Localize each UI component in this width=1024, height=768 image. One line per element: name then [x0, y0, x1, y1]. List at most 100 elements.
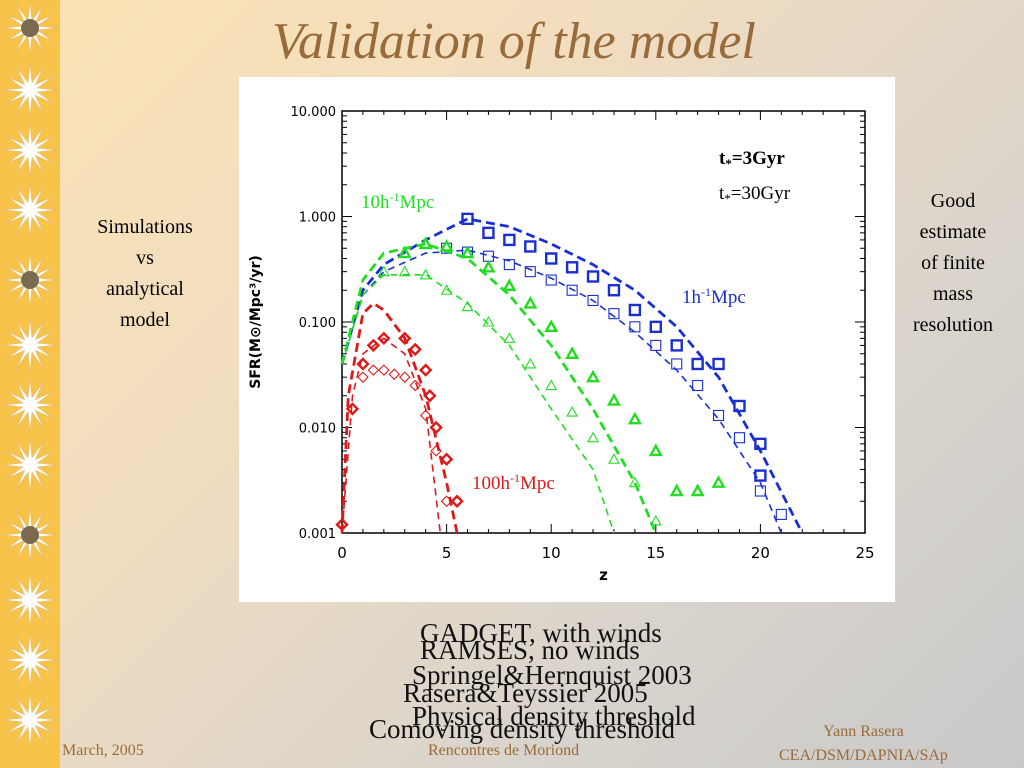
footer-conference: Rencontres de Moriond	[428, 742, 580, 759]
footer-author-name: Yann Rasera	[823, 723, 904, 740]
data-point-30gyr	[733, 432, 746, 444]
x-tick-label: 15	[646, 544, 665, 562]
data-point-30gyr	[440, 495, 453, 508]
data-point-3gyr	[627, 411, 642, 425]
data-point-30gyr	[608, 453, 620, 464]
sun-icon-column	[1, 0, 59, 749]
model-curve-30gyr	[341, 274, 615, 534]
data-point-3gyr	[418, 236, 433, 250]
data-point-3gyr	[690, 483, 705, 497]
sun-face	[21, 271, 39, 289]
data-point-30gyr	[461, 300, 474, 312]
data-point-3gyr	[439, 238, 454, 252]
data-point-30gyr	[357, 371, 369, 383]
data-point-30gyr	[419, 268, 432, 280]
y-tick-label: 10.000	[291, 105, 337, 120]
sun-icon	[1, 0, 59, 57]
caption-physical-threshold: Physical density threshold	[412, 701, 696, 731]
y-tick-label: 0.001	[299, 527, 336, 542]
sun-icon	[1, 631, 59, 689]
data-point-30gyr	[650, 339, 662, 351]
series-square	[340, 212, 804, 534]
data-point-3gyr	[607, 284, 621, 297]
data-point-30gyr	[649, 514, 662, 526]
data-point-30gyr	[377, 265, 390, 277]
decorative-sidebar	[0, 0, 60, 768]
data-point-3gyr	[565, 261, 579, 274]
x-tick-label: 5	[442, 544, 452, 562]
data-point-3gyr	[335, 517, 349, 532]
sun-icon	[1, 506, 59, 564]
slide-title: Validation of the model	[272, 13, 756, 70]
data-point-30gyr	[430, 445, 442, 457]
data-point-3gyr	[502, 278, 517, 292]
right-note-line: Good	[930, 190, 976, 212]
data-point-3gyr	[733, 399, 746, 413]
data-point-3gyr	[670, 339, 683, 352]
data-point-30gyr	[398, 265, 411, 277]
legend-entry: t*=30Gyr	[719, 183, 791, 206]
data-point-30gyr	[629, 321, 641, 333]
caption-ramses: RAMSES, no winds	[420, 635, 640, 665]
data-point-3gyr	[649, 320, 662, 334]
left-note-line: analytical	[106, 278, 184, 300]
y-tick-label: 0.010	[299, 422, 336, 437]
sun-ray	[1, 121, 59, 179]
data-point-3gyr	[565, 346, 580, 359]
sun-ray	[1, 181, 59, 239]
box-size-label: 100h-1Mpc	[472, 471, 555, 494]
data-point-3gyr	[481, 259, 496, 273]
sun-ray	[1, 691, 59, 749]
x-tick-label: 10	[542, 544, 561, 562]
sun-ray	[1, 436, 59, 494]
data-point-30gyr	[503, 259, 515, 271]
data-point-30gyr	[378, 364, 390, 376]
data-point-3gyr	[545, 252, 558, 265]
y-axis-label: SFR(M⊙/Mpc³/yr)	[248, 255, 264, 389]
data-point-3gyr	[482, 226, 495, 240]
data-point-3gyr	[669, 483, 684, 497]
y-tick-label: 1.000	[299, 211, 336, 226]
right-note: Good estimate of finite mass resolution	[898, 186, 1008, 341]
data-point-3gyr	[345, 402, 360, 416]
data-point-3gyr	[418, 363, 433, 377]
data-point-3gyr	[691, 357, 704, 371]
right-note-line: of finite	[921, 252, 985, 274]
caption-rasera: Rasera&Teyssier 2005	[403, 678, 648, 708]
data-point-30gyr	[587, 294, 599, 307]
data-point-3gyr	[712, 357, 725, 371]
data-point-3gyr	[606, 393, 621, 406]
sun-icon	[1, 436, 59, 494]
left-note-line: Simulations	[97, 216, 193, 238]
data-point-30gyr	[440, 284, 453, 295]
data-point-3gyr	[544, 319, 559, 333]
footer-author: Yann Rasera CEA/DSM/DAPNIA/SAp	[779, 720, 948, 768]
plot-frame	[341, 110, 866, 534]
data-point-30gyr	[587, 431, 599, 443]
model-curve-30gyr	[341, 337, 442, 534]
caption-gadget: GADGET, with winds	[420, 618, 662, 648]
data-point-30gyr	[775, 508, 787, 520]
left-note-line: model	[120, 309, 170, 331]
model-curve-3gyr	[340, 217, 804, 534]
data-point-30gyr	[754, 485, 766, 497]
box-size-label: 10h-1Mpc	[361, 190, 434, 213]
sun-ray	[1, 316, 59, 374]
data-point-30gyr	[628, 476, 641, 488]
sun-ray	[1, 571, 59, 629]
data-point-3gyr	[524, 240, 537, 253]
data-point-3gyr	[754, 469, 767, 482]
data-point-30gyr	[419, 409, 432, 422]
sun-face	[21, 526, 39, 544]
data-point-3gyr	[754, 437, 767, 451]
y-tick-label: 0.100	[299, 316, 336, 331]
data-point-3gyr	[429, 420, 443, 435]
data-point-30gyr	[482, 315, 495, 327]
sfr-chart: 0 5 10 15 20 25 0.001 0.010 0.100 1.000 10.000 z SFR…	[248, 105, 875, 584]
right-note-line: mass	[933, 283, 973, 305]
model-curve-3gyr	[340, 242, 658, 534]
data-point-3gyr	[461, 212, 474, 226]
box-size-label: 1h-1Mpc	[682, 285, 746, 308]
x-tick-label: 0	[337, 544, 347, 562]
sun-icon	[1, 121, 59, 179]
